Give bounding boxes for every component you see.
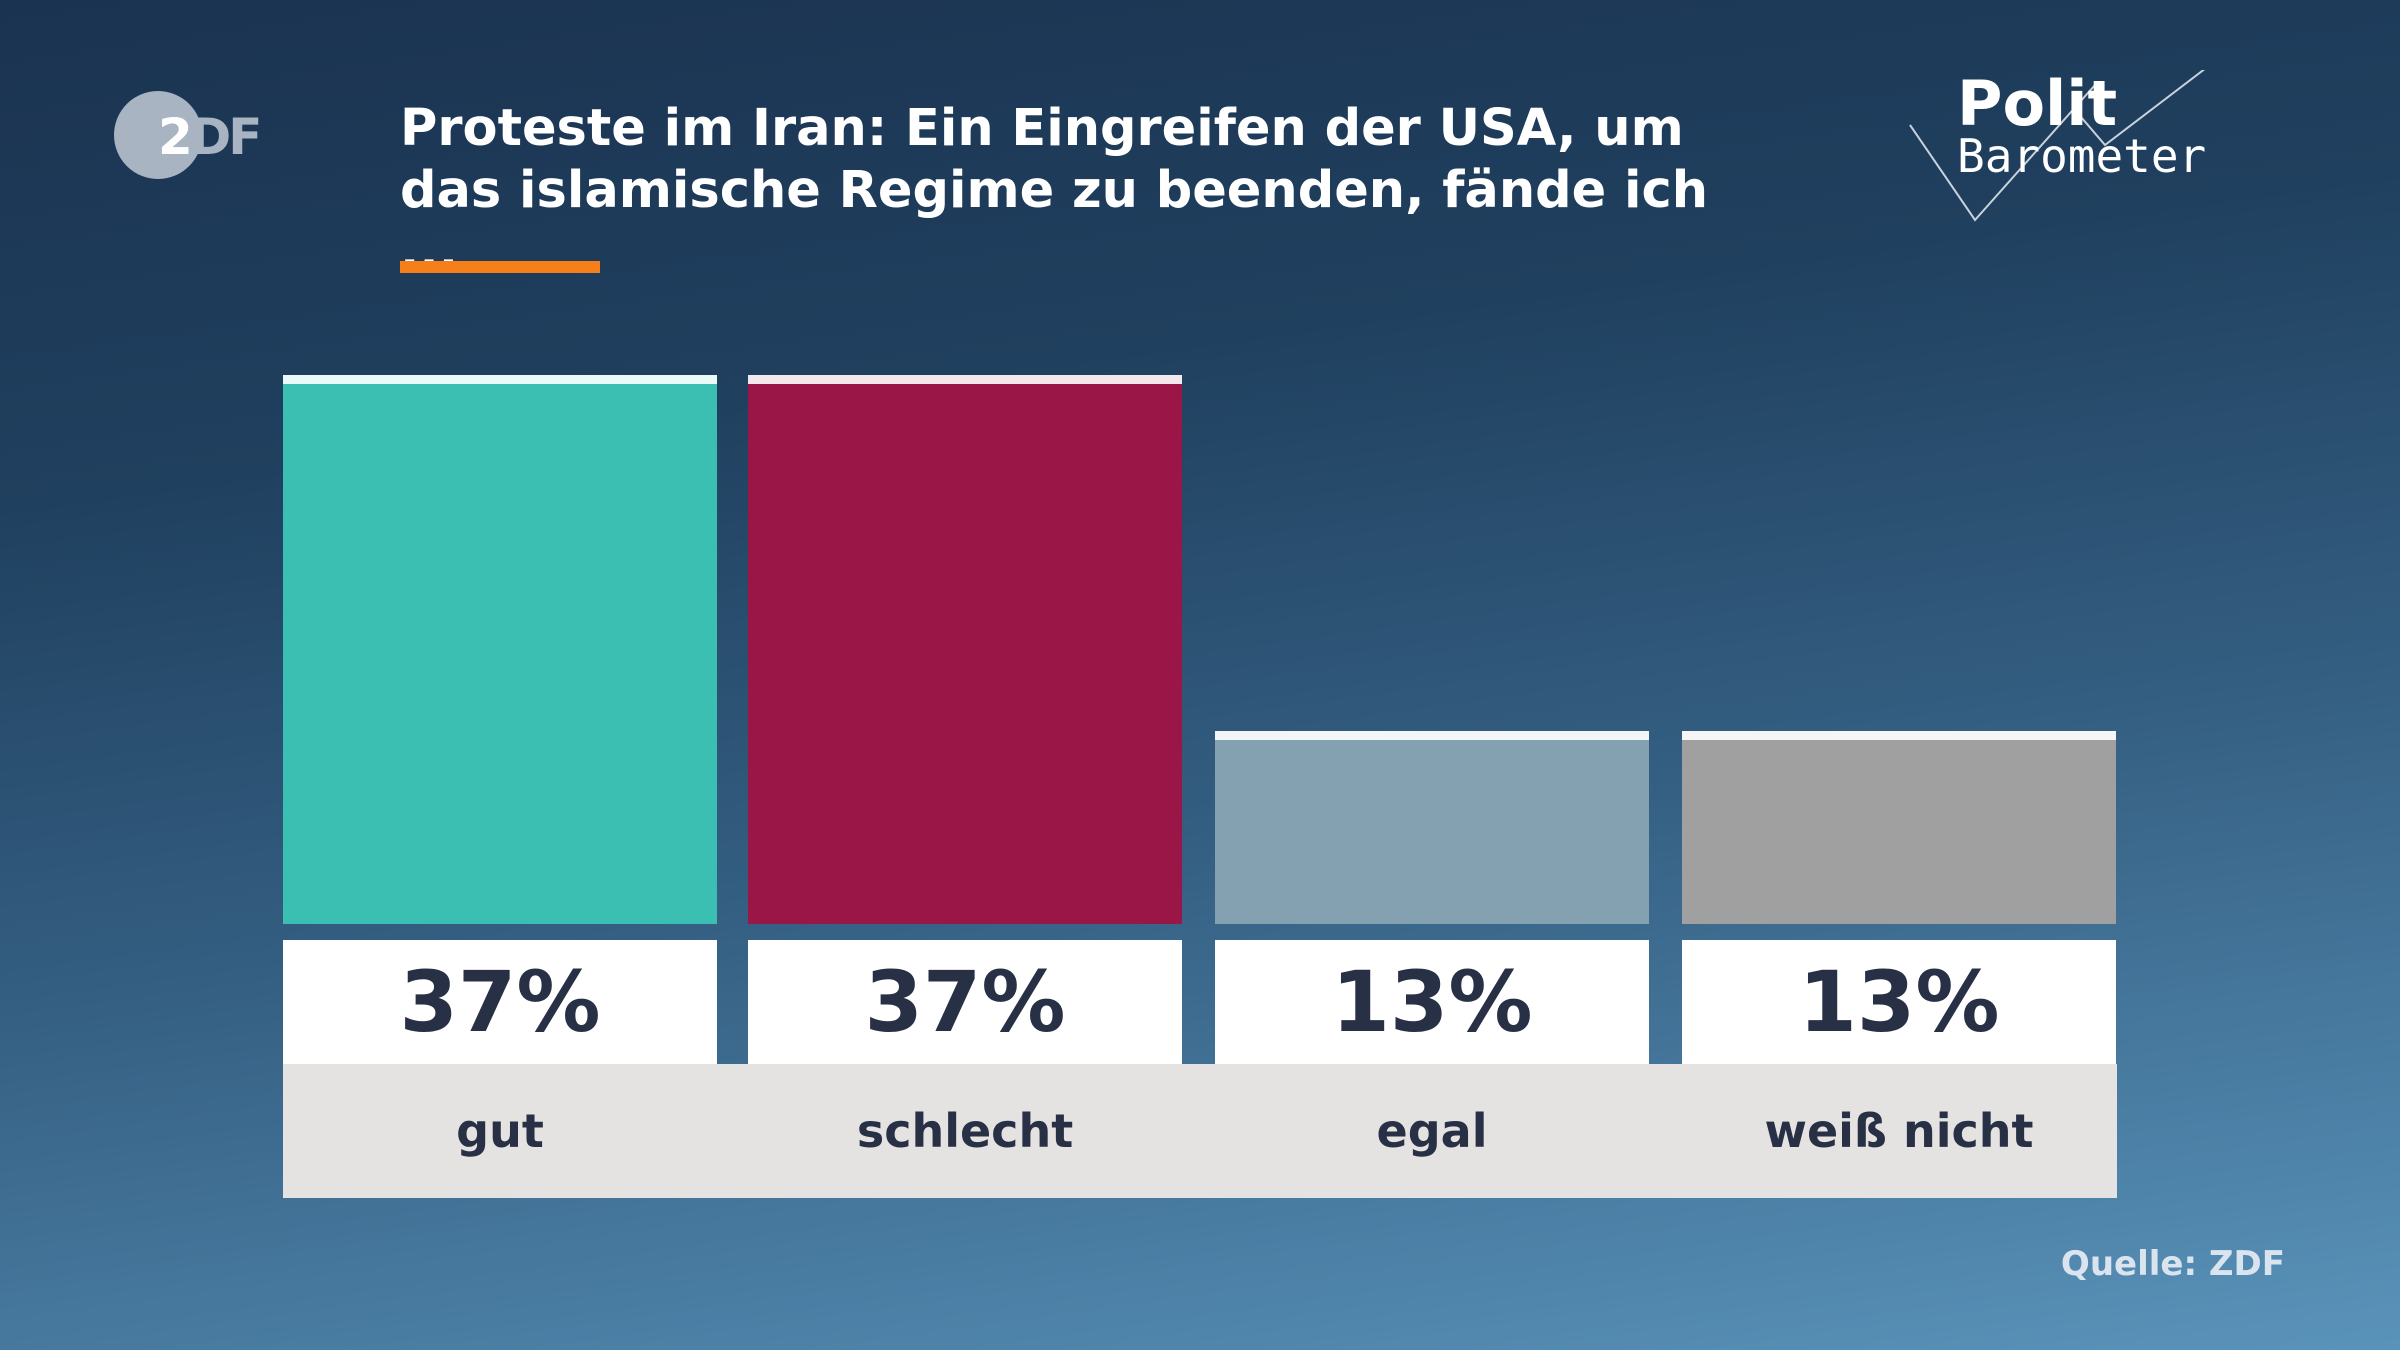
bar-0 [283, 375, 717, 924]
value-label: 13% [1215, 940, 1649, 1064]
category-band [283, 1064, 2117, 1198]
category-label: weiß nicht [1764, 1104, 2034, 1158]
value-label: 13% [1682, 940, 2116, 1064]
chart-title: Proteste im Iran: Ein Eingreifen der USA… [400, 99, 1709, 282]
bar-cap [1682, 731, 2116, 741]
value-label: 37% [748, 940, 1182, 1064]
bar-cap [748, 375, 1182, 384]
logo-polit: Polit [1957, 70, 2117, 140]
zdf-logo [114, 91, 202, 179]
value-label: 37% [283, 940, 717, 1064]
category-label: gut [456, 1104, 544, 1158]
bar-cap [1215, 731, 1649, 741]
category-label: schlecht [856, 1104, 1074, 1158]
bar-1 [748, 375, 1182, 924]
logo-barometer: Barometer [1957, 129, 2206, 183]
zdf-logo-text: 2DF [158, 108, 262, 166]
bar-2 [1215, 731, 1649, 924]
source-note: Quelle: ZDF [2060, 1244, 2285, 1284]
title-accent-line [400, 261, 600, 273]
politbarometer-logo: Polit Barometer [1909, 70, 2206, 222]
bar-3 [1682, 731, 2116, 924]
category-label: egal [1376, 1104, 1488, 1158]
bar-cap [283, 375, 717, 384]
